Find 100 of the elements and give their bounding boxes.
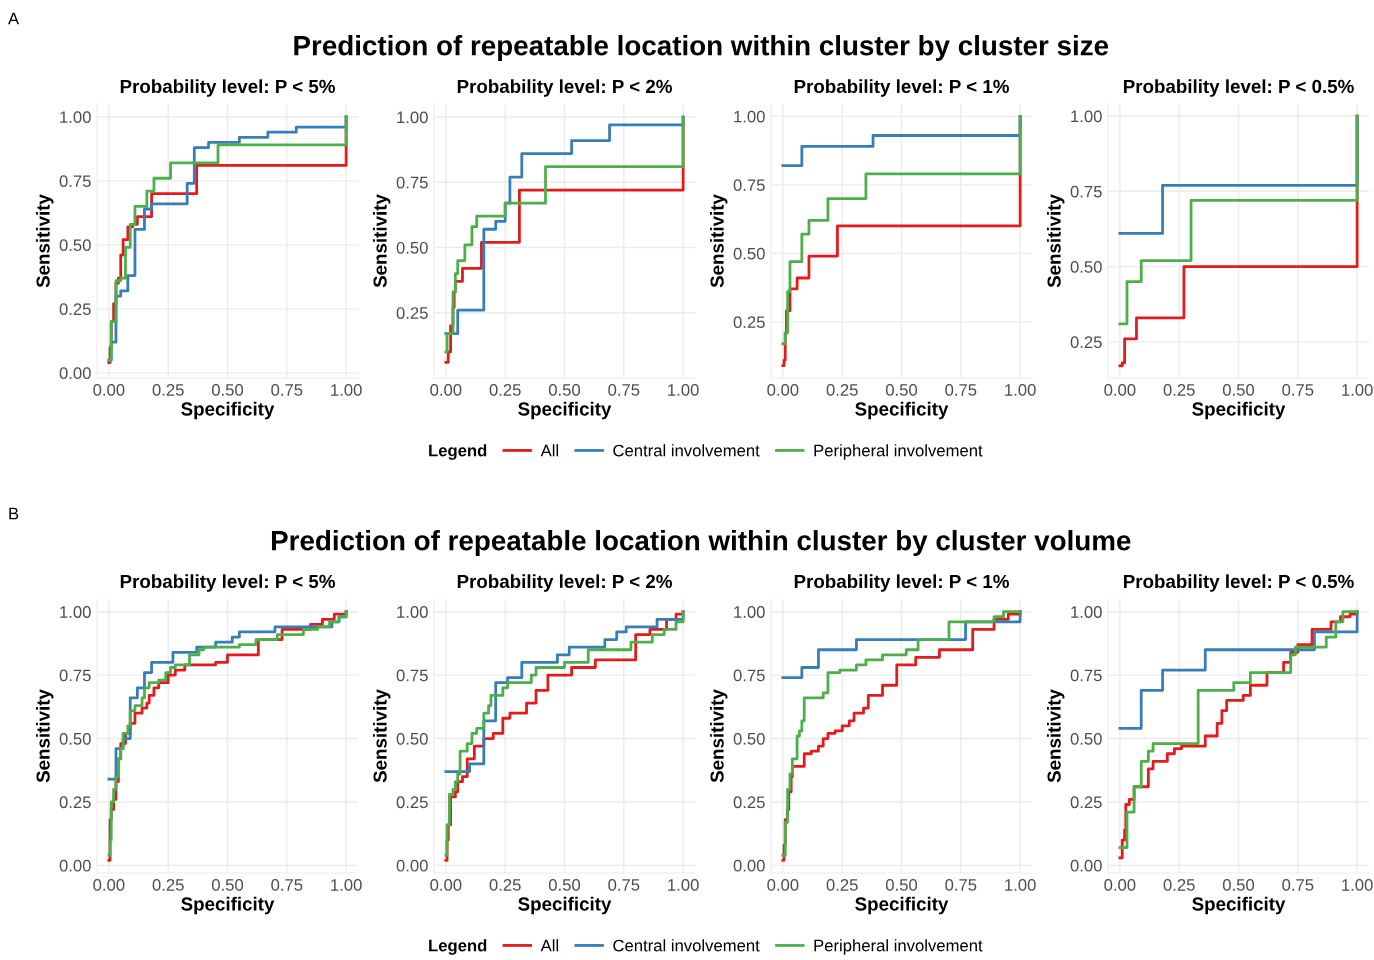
y-tick-label: 0.00 [1070,859,1102,872]
y-tick-label: 1.00 [734,606,765,618]
y-tick-label: 0.75 [733,669,765,682]
legend-label: Central involvement [613,939,760,952]
x-axis-title: Specificity [1192,401,1286,420]
y-tick-label: 1.00 [397,606,428,618]
x-tick-label: 0.75 [608,384,640,396]
x-tick-label: 0.25 [1163,879,1195,891]
y-axis-title: Sensitivity [709,689,728,783]
y-tick-label: 0.50 [396,732,428,745]
y-tick-label: 1.00 [397,111,428,124]
x-axis-title: Specificity [855,401,949,420]
y-axis-title: Sensitivity [709,194,728,288]
y-tick-label: 0.75 [396,176,428,189]
x-tick-label: 1.00 [1342,384,1373,396]
legend-label: Peripheral involvement [814,939,983,955]
x-tick-label: 1.00 [668,384,699,396]
x-tick-label: 0.50 [885,384,918,396]
x-tick-label: 0.50 [885,879,918,891]
y-tick-label: 0.75 [733,179,765,192]
chart-title: Probability level: P < 2% [457,574,672,592]
y-tick-label: 0.25 [1070,796,1102,809]
x-axis-title: Specificity [518,401,612,420]
x-axis-title: Specificity [518,896,612,915]
x-tick-label: 0.50 [1222,879,1255,891]
y-tick-label: 0.00 [396,859,428,872]
y-tick-label: 0.00 [59,859,91,872]
y-tick-label: 0.50 [1070,260,1102,273]
y-tick-label: 0.50 [59,732,91,745]
y-axis-title: Sensitivity [1046,689,1065,783]
y-axis-title: Sensitivity [372,194,391,288]
x-tick-label: 0.00 [1104,879,1136,891]
x-tick-label: 0.25 [1163,384,1195,396]
x-tick-label: 1.00 [668,879,699,891]
x-tick-label: 0.50 [211,879,244,891]
y-axis-title: Sensitivity [372,689,391,783]
x-axis-title: Specificity [181,896,275,915]
legend-label: Central involvement [613,444,760,457]
y-tick-label: 1.00 [1071,606,1102,618]
x-tick-label: 0.50 [548,879,581,891]
y-tick-label: 1.00 [60,606,91,618]
x-tick-label: 0.75 [1282,879,1314,891]
x-tick-label: 0.00 [93,879,125,891]
text: A [8,12,20,25]
y-axis-title: Sensitivity [35,689,54,783]
chart-title: Probability level: P < 0.5% [1123,79,1354,97]
chart-title: Probability level: P < 2% [457,79,672,97]
y-tick-label: 0.50 [733,247,765,260]
x-tick-label: 0.00 [1104,384,1136,396]
y-tick-label: 0.75 [1070,669,1102,682]
y-tick-label: 0.50 [733,732,765,745]
x-tick-label: 0.00 [93,384,125,396]
y-tick-label: 0.25 [396,796,428,809]
chart-title: Probability level: P < 1% [794,574,1009,592]
x-tick-label: 0.25 [826,879,858,891]
y-tick-label: 1.00 [1071,110,1102,123]
x-tick-label: 0.25 [152,879,184,891]
x-axis-title: Specificity [1192,896,1286,915]
y-tick-label: 0.75 [59,175,91,188]
legend-label: All [540,939,559,952]
y-tick-label: 1.00 [734,110,765,123]
legend-title: Legend [429,939,487,955]
x-tick-label: 0.25 [489,384,521,396]
legend-title: Legend [429,444,487,460]
x-axis-title: Specificity [181,401,275,420]
x-tick-label: 0.75 [271,879,303,891]
y-tick-label: 0.25 [396,307,428,319]
x-tick-label: 0.75 [945,384,977,396]
x-axis-title: Specificity [855,896,949,915]
y-tick-label: 0.50 [59,239,91,252]
text: Prediction of repeatable location within cluster by cluster size [294,35,1109,61]
x-tick-label: 0.25 [826,384,858,396]
x-tick-label: 0.00 [767,879,799,891]
text: B [9,507,19,520]
y-tick-label: 0.00 [59,367,91,380]
chart-title: Probability level: P < 0.5% [1123,574,1354,592]
chart-title: Probability level: P < 5% [120,574,335,592]
y-tick-label: 0.25 [733,796,765,809]
y-axis-title: Sensitivity [35,194,54,288]
y-tick-label: 0.75 [1070,185,1102,198]
chart-title: Probability level: P < 5% [120,79,335,97]
y-axis-title: Sensitivity [1046,194,1065,288]
x-tick-label: 0.00 [430,384,462,396]
y-tick-label: 0.00 [733,859,765,872]
x-tick-label: 0.25 [152,384,184,396]
y-tick-label: 1.00 [60,111,91,124]
text: Prediction of repeatable location within cluster by cluster volume [271,530,1131,556]
x-tick-label: 0.75 [271,384,303,396]
x-tick-label: 1.00 [1005,879,1036,891]
x-tick-label: 0.50 [548,384,581,396]
chart-title: Probability level: P < 1% [794,79,1009,97]
x-tick-label: 1.00 [331,879,362,891]
x-tick-label: 0.75 [1282,384,1314,396]
y-tick-label: 0.25 [1070,336,1102,349]
x-tick-label: 0.75 [945,879,977,891]
x-tick-label: 0.00 [767,384,799,396]
y-tick-label: 0.75 [59,669,91,682]
y-tick-label: 0.75 [396,669,428,682]
legend-label: Peripheral involvement [814,444,983,460]
y-tick-label: 0.25 [59,303,91,316]
